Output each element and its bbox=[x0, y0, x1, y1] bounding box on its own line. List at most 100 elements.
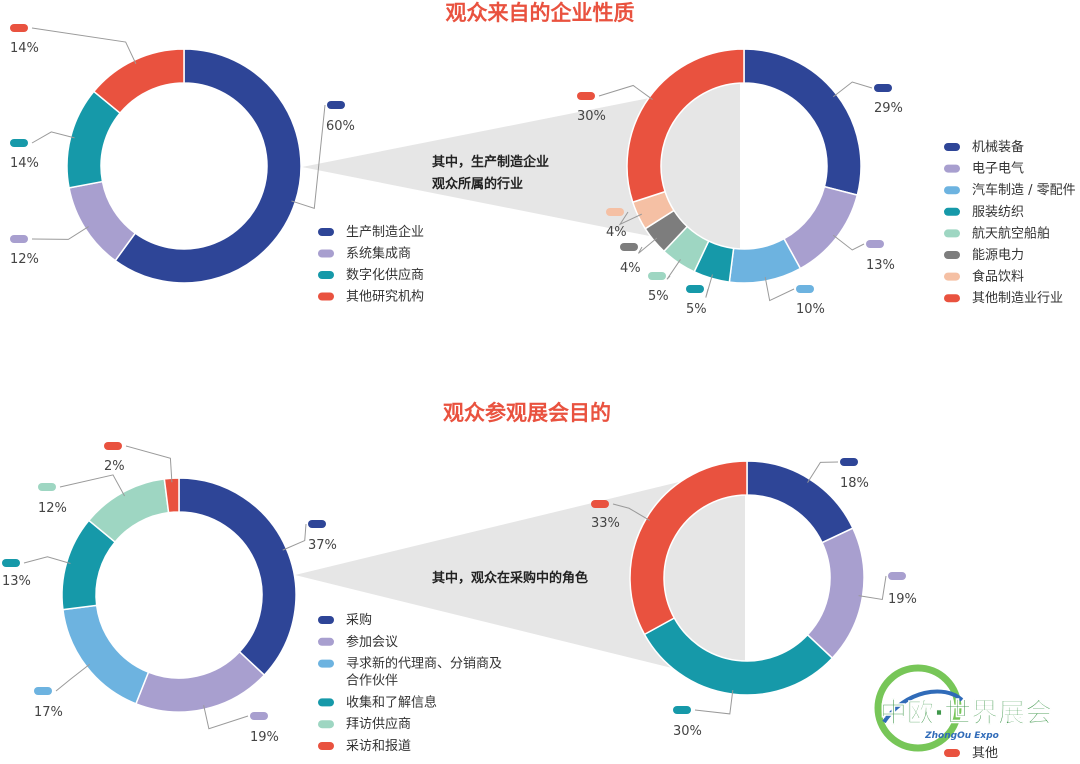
donut-1-label-marker-4 bbox=[10, 24, 28, 32]
callout-wedge-1 bbox=[302, 80, 740, 254]
watermark-logo: 中欧·世界展会 ZhongOu Expo bbox=[874, 664, 1052, 752]
donut-2-legend-label-2: 电子电气 bbox=[972, 161, 1024, 177]
donut-2-percent-label-6: 4% bbox=[620, 261, 641, 276]
donut-2-percent-label-8: 30% bbox=[577, 109, 606, 124]
donut-3-label-marker-6 bbox=[104, 442, 122, 450]
donut-2-legend-label-3: 汽车制造 / 零配件 bbox=[972, 182, 1076, 198]
donut-4-slice-4 bbox=[629, 460, 748, 636]
donut-3-legend-swatch-1 bbox=[318, 616, 334, 624]
donut-3-legend-label-3-line-2: 合作伙伴 bbox=[346, 674, 398, 689]
donut-chart-3: 37% 19% 17% 13% 12% 2% bbox=[2, 442, 337, 745]
donut-4-leader-line-4 bbox=[612, 503, 650, 521]
donut-4-label-marker-2 bbox=[888, 572, 906, 580]
section-title-purpose: 观众参观展会目的 bbox=[443, 401, 611, 425]
donut-1-legend-swatch-4 bbox=[318, 292, 334, 301]
donut-4-percent-label-3: 30% bbox=[673, 724, 702, 739]
donut-2-legend-swatch-7 bbox=[944, 272, 960, 281]
donut-3-leader-line-3 bbox=[55, 663, 91, 692]
donut-3-legend-label-5: 拜访供应商 bbox=[346, 716, 411, 732]
donut-2-label-marker-8 bbox=[577, 92, 595, 100]
donut-3-legend-label-6: 采访和报道 bbox=[346, 739, 411, 754]
watermark-sub-text: ZhongOu Expo bbox=[924, 731, 999, 741]
donut-2-percent-label-5: 5% bbox=[648, 289, 669, 304]
donut-1-legend-label-3: 数字化供应商 bbox=[346, 267, 424, 283]
donut-2-label-marker-3 bbox=[796, 285, 814, 293]
donut-3-percent-label-3: 17% bbox=[34, 705, 63, 720]
donut-1-percent-label-1: 60% bbox=[326, 119, 355, 134]
donut-1-leader-line-2 bbox=[31, 226, 89, 240]
donut-2-legend-swatch-4 bbox=[944, 207, 960, 216]
donut-3-percent-label-4: 13% bbox=[2, 574, 31, 589]
donut-4-slice-2 bbox=[806, 527, 865, 660]
donut-3-slice-1 bbox=[178, 477, 297, 677]
donut-1-percent-label-3: 14% bbox=[10, 156, 39, 171]
callout-wedge-2 bbox=[295, 466, 745, 686]
donut-2-label-marker-5 bbox=[648, 272, 666, 280]
donut-3-legend-label-4: 收集和了解信息 bbox=[346, 694, 437, 710]
donut-2-legend-swatch-6 bbox=[944, 251, 960, 259]
donut-3-percent-label-5: 12% bbox=[38, 501, 67, 516]
callout-text-1-line-1: 其中，生产制造企业 bbox=[432, 154, 549, 170]
donut-1-label-marker-2 bbox=[10, 235, 28, 243]
donut-3-label-marker-5 bbox=[38, 483, 56, 491]
donut-1-leader-line-1 bbox=[291, 104, 326, 210]
donut-1-slice-4 bbox=[92, 48, 185, 115]
donut-2-legend-swatch-2 bbox=[944, 164, 960, 173]
donut-2-legend-label-7: 食品饮料 bbox=[972, 269, 1024, 285]
donut-3-legend-label-3-line-1: 寻求新的代理商、分销商及 bbox=[346, 656, 502, 672]
donut-1-label-marker-3 bbox=[10, 139, 28, 147]
donut-4-leader-line-3 bbox=[694, 690, 734, 715]
donut-3-label-marker-1 bbox=[308, 520, 326, 528]
section-title-company: 观众来自的企业性质 bbox=[446, 1, 635, 25]
donut-3-slice-3 bbox=[62, 604, 150, 705]
donut-4-legend-label-4: 其他 bbox=[972, 746, 998, 761]
donut-3-slice-6 bbox=[163, 477, 180, 514]
donut-4-legend: 其他 bbox=[944, 746, 998, 761]
donut-2-legend-label-4: 服装纺织 bbox=[972, 205, 1024, 220]
donut-2-leader-line-8 bbox=[598, 84, 653, 100]
donut-1-legend-label-2: 系统集成商 bbox=[346, 246, 411, 262]
donut-3-slice-2 bbox=[134, 650, 266, 713]
donut-1-label-marker-1 bbox=[327, 101, 345, 109]
donut-1-legend-label-1: 生产制造企业 bbox=[346, 224, 424, 240]
donut-2-slice-8 bbox=[626, 48, 745, 204]
donut-2-label-marker-4 bbox=[686, 285, 704, 293]
donut-4-leader-line-2 bbox=[858, 575, 887, 601]
donut-4-slice-1 bbox=[746, 460, 854, 544]
donut-3-legend-label-1: 采购 bbox=[346, 612, 372, 628]
donut-2-leader-line-4 bbox=[705, 274, 713, 298]
donut-2-legend-swatch-5 bbox=[944, 229, 960, 238]
donut-2-legend-label-6: 能源电力 bbox=[972, 248, 1024, 263]
donut-2-percent-label-1: 29% bbox=[874, 101, 903, 116]
donut-chart-1: 60% 12% 14% 14% bbox=[10, 24, 355, 284]
donut-1-legend-label-4: 其他研究机构 bbox=[346, 290, 424, 305]
donut-2-label-marker-2 bbox=[866, 240, 884, 248]
donut-2-legend-swatch-8 bbox=[944, 294, 960, 303]
donut-3-legend-swatch-4 bbox=[318, 698, 334, 707]
donut-1-legend-swatch-2 bbox=[318, 249, 334, 258]
donut-1-leader-line-4 bbox=[31, 27, 137, 64]
donut-4-leader-line-1 bbox=[807, 461, 839, 483]
donut-chart-4: 18% 19% 30% 33% bbox=[591, 458, 917, 739]
donut-1-leader-line-3 bbox=[31, 131, 75, 144]
donut-4-legend-swatch-4 bbox=[944, 749, 960, 757]
callout-text-2-line-1: 其中，观众在采购中的角色 bbox=[432, 570, 588, 586]
donut-4-label-marker-4 bbox=[591, 500, 609, 508]
donut-2-legend-swatch-1 bbox=[944, 143, 960, 151]
donut-4-percent-label-4: 33% bbox=[591, 516, 620, 531]
donut-3-label-marker-3 bbox=[34, 687, 52, 695]
donut-2-leader-line-1 bbox=[832, 81, 873, 98]
donut-3-legend-label-2: 参加会议 bbox=[346, 634, 398, 650]
donut-3-percent-label-1: 37% bbox=[308, 538, 337, 553]
donut-2-percent-label-3: 10% bbox=[796, 302, 825, 317]
donut-1-percent-label-2: 12% bbox=[10, 252, 39, 267]
donut-3-percent-label-2: 19% bbox=[250, 730, 279, 745]
donut-2-leader-line-6 bbox=[638, 237, 658, 254]
donut-3-percent-label-6: 2% bbox=[104, 459, 125, 474]
donut-1-percent-label-4: 14% bbox=[10, 41, 39, 56]
donut-3-legend-swatch-5 bbox=[318, 720, 334, 729]
